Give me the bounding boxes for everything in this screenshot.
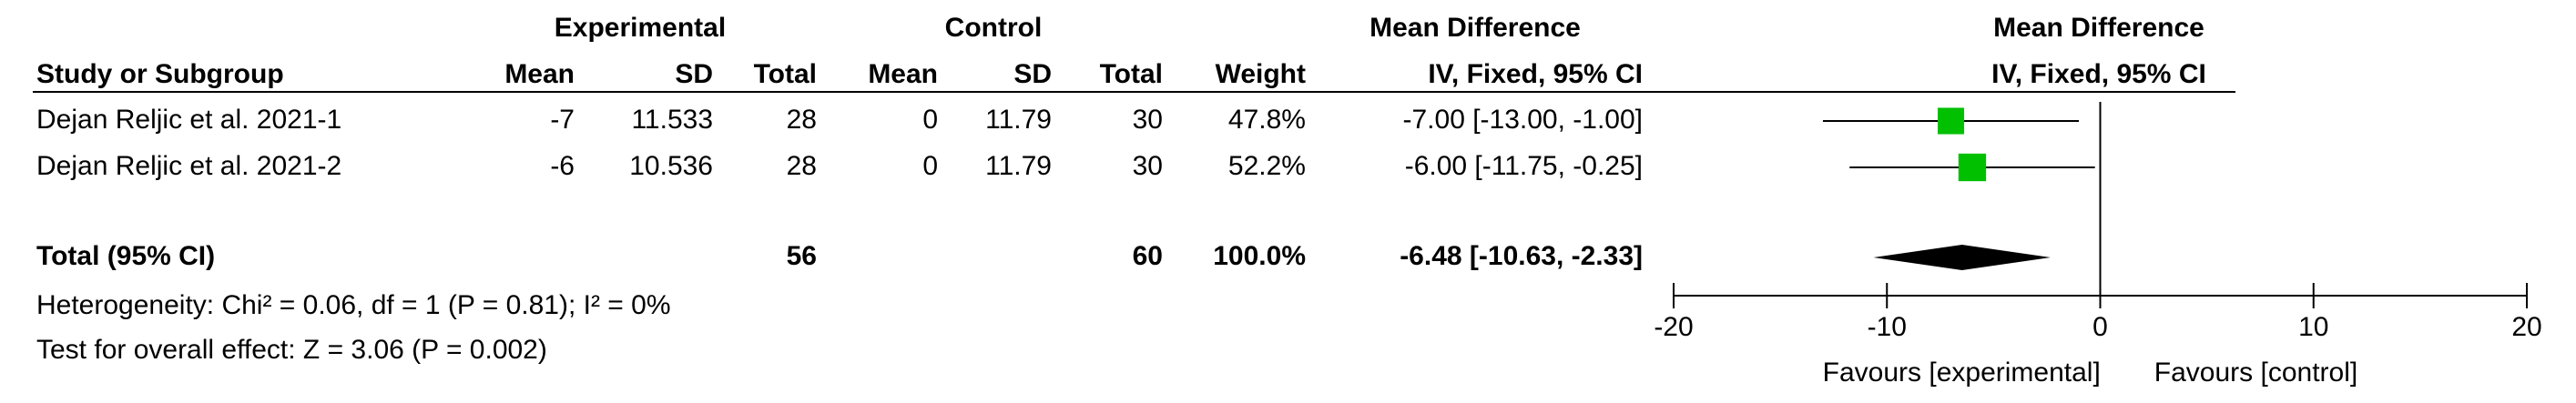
column-header: Study or Subgroup (36, 59, 284, 89)
plot-subtitle: IV, Fixed, 95% CI (1991, 59, 2206, 89)
column-header: Weight (1216, 59, 1306, 89)
cell: 30 (1133, 151, 1163, 181)
cell: 30 (1133, 105, 1163, 135)
column-header: IV, Fixed, 95% CI (1428, 59, 1643, 89)
group-header: Experimental (555, 13, 726, 43)
total-cell: Total (95% CI) (36, 241, 215, 271)
effect-square (1958, 153, 1987, 182)
cell: 47.8% (1228, 105, 1306, 135)
cell: -6.00 [-11.75, -0.25] (1405, 151, 1643, 181)
x-tick-label: 20 (2511, 312, 2541, 342)
overall-effect: Test for overall effect: Z = 3.06 (P = 0… (36, 335, 547, 365)
cell: Dejan Reljic et al. 2021-2 (36, 151, 341, 181)
total-cell: -6.48 [-10.63, -2.33] (1400, 241, 1643, 271)
plot-title: Mean Difference (1993, 13, 2204, 43)
x-tick-label: 10 (2298, 312, 2328, 342)
column-header: Mean (868, 59, 938, 89)
group-header: Mean Difference (1369, 13, 1581, 43)
x-tick-label: -20 (1654, 312, 1693, 342)
column-header: Total (1100, 59, 1163, 89)
cell: 0 (922, 151, 938, 181)
column-header: Total (754, 59, 817, 89)
cell: 10.536 (629, 151, 713, 181)
column-header: SD (675, 59, 713, 89)
total-cell: 60 (1133, 241, 1163, 271)
cell: -7.00 [-13.00, -1.00] (1403, 105, 1644, 135)
cell: -6 (550, 151, 575, 181)
column-header: SD (1013, 59, 1052, 89)
cell: 28 (787, 105, 817, 135)
cell: 28 (787, 151, 817, 181)
cell: 0 (922, 105, 938, 135)
x-tick-label: 0 (2092, 312, 2108, 342)
cell: 11.79 (985, 105, 1052, 135)
cell: -7 (550, 105, 575, 135)
favours-left: Favours [experimental] (1823, 358, 2101, 388)
total-cell: 100.0% (1213, 241, 1306, 271)
x-tick-label: -10 (1868, 312, 1907, 342)
effect-square (1938, 107, 1965, 135)
column-header: Mean (504, 59, 575, 89)
cell: 52.2% (1228, 151, 1306, 181)
heterogeneity: Heterogeneity: Chi² = 0.06, df = 1 (P = … (36, 290, 671, 320)
cell: 11.533 (631, 105, 713, 135)
cell: Dejan Reljic et al. 2021-1 (36, 105, 341, 135)
group-header: Control (945, 13, 1043, 43)
total-diamond (1873, 245, 2051, 270)
cell: 11.79 (985, 151, 1052, 181)
total-cell: 56 (787, 241, 817, 271)
favours-right: Favours [control] (2154, 358, 2357, 388)
